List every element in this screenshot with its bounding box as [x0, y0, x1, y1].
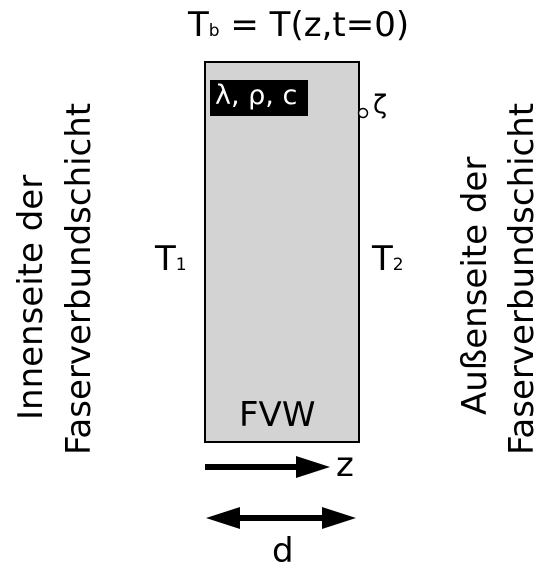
thickness-label: d	[272, 531, 294, 571]
equation-symbol: T	[188, 5, 209, 45]
outer-side-line2: Faserverbundschicht	[502, 102, 537, 455]
material-label-box	[210, 80, 308, 116]
fvw-slab	[204, 61, 360, 443]
slab-label: FVW	[239, 395, 316, 435]
temp-right-subscript: 2	[392, 255, 404, 275]
inner-side-line1: Innenseite der	[11, 174, 51, 420]
inner-side-line2: Faserverbundschicht	[59, 102, 99, 455]
outer-side-line1: Außenseite der	[455, 156, 495, 415]
z-axis-label: z	[336, 445, 354, 485]
zeta-label: ζ	[373, 90, 388, 120]
temp-left-symbol: T	[155, 239, 176, 279]
thickness-double-arrow	[206, 507, 356, 529]
material-properties-label: λ, ρ, c	[215, 80, 298, 111]
z-direction-arrow	[205, 456, 330, 478]
temperature-left: T1	[155, 242, 187, 276]
equation-subscript: b	[208, 21, 220, 41]
zeta-point	[357, 107, 369, 119]
temperature-right: T2	[372, 242, 404, 276]
temp-right-symbol: T	[372, 239, 393, 279]
temp-left-subscript: 1	[175, 255, 187, 275]
initial-condition-equation: Tb = T(z,t=0)	[188, 8, 409, 42]
equation-rhs: = T(z,t=0)	[230, 5, 410, 45]
